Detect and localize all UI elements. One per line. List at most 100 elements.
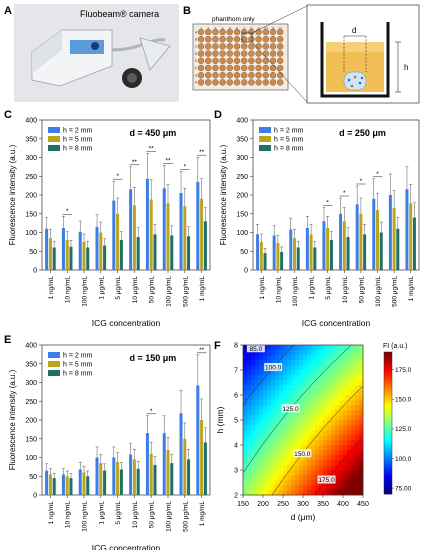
plate-well xyxy=(197,28,205,36)
heatmap-cell xyxy=(351,425,356,431)
heatmap-cell xyxy=(347,380,352,386)
heatmap-cell xyxy=(295,490,300,496)
panel-letter-b: B xyxy=(183,5,191,17)
heatmap-cell xyxy=(303,355,308,361)
camera-device-illustration xyxy=(31,29,171,88)
contour-label-bg xyxy=(264,363,283,371)
heatmap-cell xyxy=(283,450,288,456)
camera-label: Fluobeam® camera xyxy=(80,9,159,19)
colorbar-segment xyxy=(384,491,392,495)
plate-row-label: D xyxy=(195,52,198,56)
heatmap-cell xyxy=(259,485,264,491)
plate-well xyxy=(204,71,212,79)
heatmap-cell xyxy=(311,430,316,436)
heatmap-cell xyxy=(335,380,340,386)
heatmap-cell xyxy=(355,420,360,426)
heatmap-cell xyxy=(323,345,328,351)
heatmap-cell xyxy=(271,400,276,406)
heatmap-cell xyxy=(323,410,328,416)
heatmap-cell xyxy=(307,425,312,431)
heatmap-cell xyxy=(311,450,316,456)
heatmap-cell xyxy=(355,385,360,391)
heatmap-cell xyxy=(319,385,324,391)
heatmap-cell xyxy=(351,385,356,391)
heatmap-cell xyxy=(347,395,352,401)
heatmap-cell xyxy=(291,435,296,441)
heatmap-cell xyxy=(275,440,280,446)
plate-well xyxy=(277,79,284,86)
heatmap-cell xyxy=(351,420,356,426)
heatmap-cell xyxy=(295,395,300,401)
heatmap-cell xyxy=(331,400,336,406)
heatmap-cell xyxy=(355,410,360,416)
heatmap-cell xyxy=(315,420,320,426)
heatmap-cell xyxy=(291,375,296,381)
heatmap-cell xyxy=(247,415,252,421)
heatmap-cell xyxy=(291,450,296,456)
heatmap-cell xyxy=(343,345,348,351)
significance-marker: * xyxy=(376,171,379,178)
heatmap-cell xyxy=(303,380,308,386)
heatmap-cell xyxy=(355,395,360,401)
heatmap-cell xyxy=(287,430,292,436)
heatmap-cell xyxy=(295,425,300,431)
colorbar-segment xyxy=(384,394,392,398)
heatmap-cell xyxy=(323,450,328,456)
heatmap-cell xyxy=(311,345,316,351)
heatmap-cell xyxy=(267,460,272,466)
heatmap-cell xyxy=(319,410,324,416)
chart-title: d = 250 μm xyxy=(339,128,386,138)
bar-h8 xyxy=(86,476,90,495)
bar-h2 xyxy=(272,235,276,270)
heatmap-cell xyxy=(327,410,332,416)
legend-label: h = 5 mm xyxy=(63,137,93,144)
heatmap-cell xyxy=(319,490,324,496)
heatmap-cell xyxy=(267,360,272,366)
plate-row-label: E xyxy=(195,59,198,63)
heatmap-cell xyxy=(327,395,332,401)
heatmap-cell xyxy=(311,390,316,396)
heatmap-cell xyxy=(315,360,320,366)
heatmap-cell xyxy=(311,360,316,366)
heatmap-cell xyxy=(295,375,300,381)
heatmap-cell xyxy=(335,450,340,456)
bar-h5 xyxy=(65,476,69,495)
heatmap-cell xyxy=(247,435,252,441)
heatmap-cell xyxy=(311,365,316,371)
heatmap-cell xyxy=(327,450,332,456)
heatmap-cell xyxy=(243,420,248,426)
significance-marker: * xyxy=(326,200,329,207)
heatmap-cell xyxy=(319,390,324,396)
plate-well xyxy=(240,64,248,72)
heatmap-cell xyxy=(283,430,288,436)
heatmap-cell xyxy=(291,460,296,466)
bar-h5 xyxy=(183,438,187,495)
heatmap-cell xyxy=(311,455,316,461)
heatmap-cell xyxy=(271,355,276,361)
heatmap-cell xyxy=(259,455,264,461)
heatmap-cell xyxy=(327,415,332,421)
heatmap-cell xyxy=(243,425,248,431)
heatmap-cell xyxy=(359,445,364,451)
heatmap-cell xyxy=(343,490,348,496)
heatmap-cell xyxy=(291,480,296,486)
heatmap-cell xyxy=(243,405,248,411)
plate-well xyxy=(212,64,219,72)
heatmap-cell xyxy=(243,490,248,496)
heatmap-cell xyxy=(339,380,344,386)
heatmap-cell xyxy=(347,400,352,406)
heatmap-cell xyxy=(355,390,360,396)
plate-well xyxy=(219,28,226,36)
heatmap-cell xyxy=(279,350,284,356)
heatmap-cell xyxy=(307,370,312,376)
heatmap-cell xyxy=(323,360,328,366)
heatmap-cell xyxy=(267,470,272,476)
plate-well xyxy=(269,36,277,43)
plate-well xyxy=(269,64,277,72)
y-axis-label: Fluorescence intensity (a.u.) xyxy=(8,369,17,470)
bar-h2 xyxy=(112,200,116,270)
plate-well xyxy=(262,71,269,79)
heatmap-cell xyxy=(303,370,308,376)
heatmap-cell xyxy=(251,460,256,466)
heatmap-cell xyxy=(319,460,324,466)
